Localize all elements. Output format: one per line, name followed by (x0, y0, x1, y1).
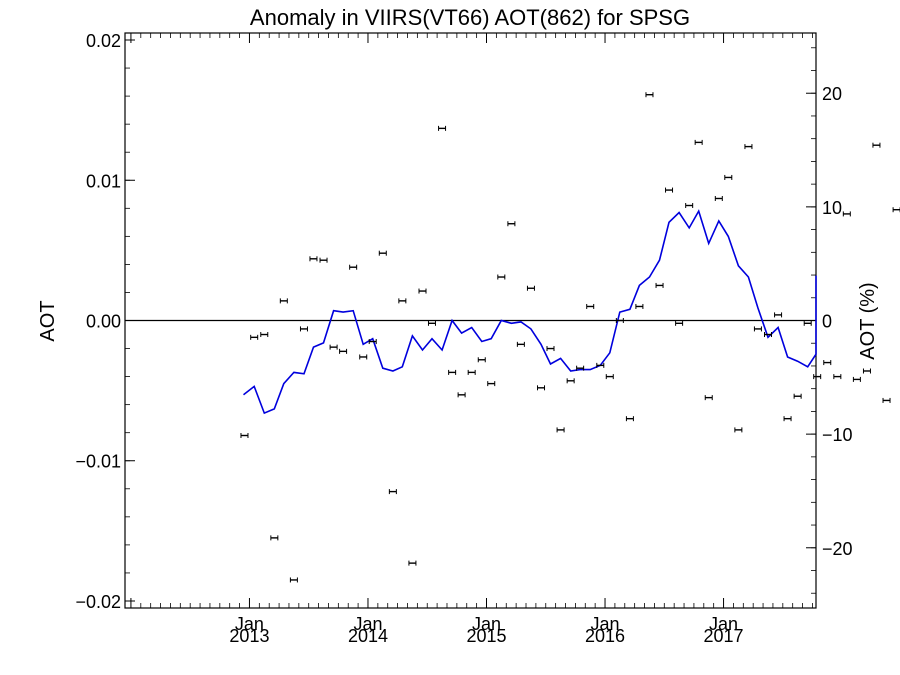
data-point (833, 374, 842, 380)
data-point (477, 357, 486, 363)
data-point (368, 339, 377, 345)
data-point (655, 282, 664, 288)
y2-tick-label: −10 (822, 425, 853, 445)
data-point (487, 381, 496, 387)
data-point (803, 320, 812, 326)
x-tick-label-year: 2017 (704, 626, 744, 646)
data-point (309, 256, 318, 262)
x-tick-label-year: 2014 (348, 626, 388, 646)
data-point (724, 174, 733, 180)
data-point (497, 274, 506, 280)
data-point (279, 298, 288, 304)
data-point (388, 489, 397, 495)
x-tick-label-month: Jan (472, 614, 501, 634)
y2-tick-label: 10 (822, 198, 842, 218)
data-point (744, 144, 753, 150)
data-point (596, 362, 605, 368)
x-tick-label-year: 2013 (229, 626, 269, 646)
data-point (872, 142, 881, 148)
data-point (675, 320, 684, 326)
y-tick-label: −0.02 (75, 592, 121, 612)
data-point (398, 298, 407, 304)
data-point (823, 360, 832, 366)
x-tick-label-month: Jan (709, 614, 738, 634)
data-point (694, 139, 703, 145)
data-point (774, 312, 783, 318)
data-point (378, 250, 387, 256)
data-point (438, 125, 447, 131)
data-point (586, 303, 595, 309)
y2-tick-label: 0 (822, 312, 832, 332)
data-point (250, 334, 259, 340)
data-point (793, 393, 802, 399)
data-point (753, 326, 762, 332)
data-point (556, 427, 565, 433)
data-point (576, 365, 585, 371)
data-point (467, 369, 476, 375)
x-tick-label-year: 2016 (585, 626, 625, 646)
data-point (783, 416, 792, 422)
y-tick-label: 0.01 (86, 171, 121, 191)
data-point (882, 397, 891, 403)
data-point (566, 378, 575, 384)
data-point (813, 374, 822, 380)
chart-title: Anomaly in VIIRS(VT66) AOT(862) for SPSG (250, 5, 690, 30)
data-point (892, 207, 900, 213)
data-point (260, 332, 269, 338)
data-point (319, 257, 328, 263)
data-point (685, 203, 694, 208)
data-point (704, 395, 713, 401)
data-point (299, 326, 308, 332)
data-point (862, 368, 871, 374)
data-point (289, 577, 298, 583)
data-point (507, 221, 516, 227)
data-point (605, 374, 614, 380)
y-tick-label: 0.00 (86, 312, 121, 332)
y-axis-label: AOT (37, 300, 59, 341)
data-point (270, 535, 279, 541)
x-tick-label-year: 2015 (466, 626, 506, 646)
data-point (714, 195, 723, 201)
data-point (665, 187, 674, 193)
y-tick-label: −0.01 (75, 452, 121, 472)
data-point (516, 341, 525, 347)
y2-tick-label: −20 (822, 539, 853, 559)
data-point (427, 320, 436, 326)
data-point (842, 211, 851, 217)
x-tick-label-month: Jan (591, 614, 620, 634)
data-point (240, 433, 249, 438)
data-point (418, 288, 427, 294)
data-point (526, 285, 535, 291)
data-point (645, 92, 654, 98)
data-point (852, 376, 861, 382)
data-point (763, 332, 772, 338)
data-point (625, 416, 634, 422)
y2-tick-label: 20 (822, 84, 842, 104)
data-point (537, 385, 546, 391)
anomaly-line (243, 209, 817, 415)
data-point (329, 344, 338, 350)
data-point (635, 303, 644, 309)
data-point (546, 346, 555, 352)
data-point (448, 369, 457, 375)
data-point (359, 354, 368, 360)
data-point (349, 264, 358, 270)
data-point (615, 318, 624, 323)
x-tick-label-month: Jan (235, 614, 264, 634)
data-point (734, 427, 743, 433)
data-point (457, 392, 466, 398)
x-tick-label-month: Jan (353, 614, 382, 634)
y-tick-label: 0.02 (86, 31, 121, 51)
data-point (339, 348, 348, 354)
y2-axis-label: AOT (%) (857, 282, 879, 359)
data-point (408, 560, 417, 566)
